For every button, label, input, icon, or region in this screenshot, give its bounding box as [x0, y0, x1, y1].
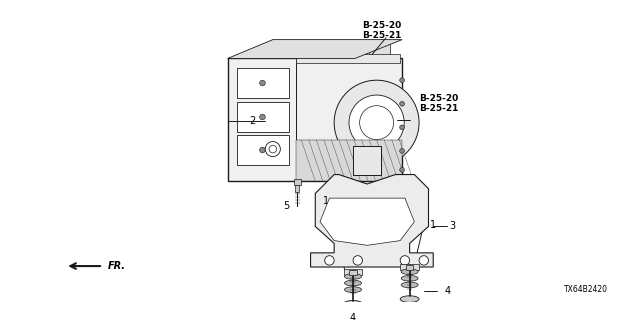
Bar [296, 185, 300, 192]
Circle shape [265, 141, 280, 156]
Circle shape [353, 256, 362, 265]
Polygon shape [296, 140, 402, 181]
Bar [298, 42, 319, 59]
Text: 5: 5 [284, 201, 290, 211]
Ellipse shape [344, 280, 362, 286]
Circle shape [260, 147, 265, 153]
Ellipse shape [344, 287, 362, 292]
Circle shape [400, 78, 404, 83]
Text: 1: 1 [323, 196, 330, 206]
Ellipse shape [344, 300, 362, 307]
Polygon shape [228, 40, 402, 59]
Text: 1: 1 [430, 220, 436, 229]
Bar [349, 270, 356, 275]
Bar [237, 68, 289, 98]
Bar [400, 264, 419, 270]
Circle shape [260, 114, 265, 120]
Bar [237, 102, 289, 132]
Text: 2: 2 [250, 116, 256, 126]
Text: FR.: FR. [108, 261, 125, 271]
Polygon shape [310, 174, 433, 267]
Text: 4: 4 [445, 285, 451, 296]
Ellipse shape [401, 276, 418, 281]
Polygon shape [320, 198, 414, 245]
Bar [237, 135, 289, 165]
Polygon shape [353, 146, 381, 174]
Text: TX64B2420: TX64B2420 [564, 285, 608, 294]
Bar [294, 179, 301, 185]
Text: B-25-20
B-25-21: B-25-20 B-25-21 [362, 21, 401, 40]
Circle shape [360, 106, 394, 140]
Circle shape [400, 167, 404, 172]
Circle shape [400, 125, 404, 130]
Bar [228, 59, 402, 181]
Text: 3: 3 [449, 221, 456, 231]
Circle shape [269, 145, 276, 153]
Bar [322, 42, 342, 59]
Bar [344, 269, 362, 275]
Bar [296, 54, 400, 63]
Ellipse shape [401, 269, 418, 275]
Ellipse shape [401, 282, 418, 288]
Bar [369, 42, 390, 59]
Circle shape [324, 256, 334, 265]
Ellipse shape [344, 274, 362, 279]
Ellipse shape [400, 296, 419, 302]
Circle shape [349, 95, 404, 150]
Bar [346, 42, 366, 59]
Circle shape [334, 80, 419, 165]
Circle shape [419, 256, 429, 265]
Circle shape [260, 80, 265, 86]
Circle shape [400, 101, 404, 106]
Bar [406, 265, 413, 270]
Text: B-25-20
B-25-21: B-25-20 B-25-21 [419, 94, 458, 114]
Circle shape [400, 148, 404, 153]
Text: 4: 4 [350, 313, 356, 320]
Circle shape [400, 256, 410, 265]
